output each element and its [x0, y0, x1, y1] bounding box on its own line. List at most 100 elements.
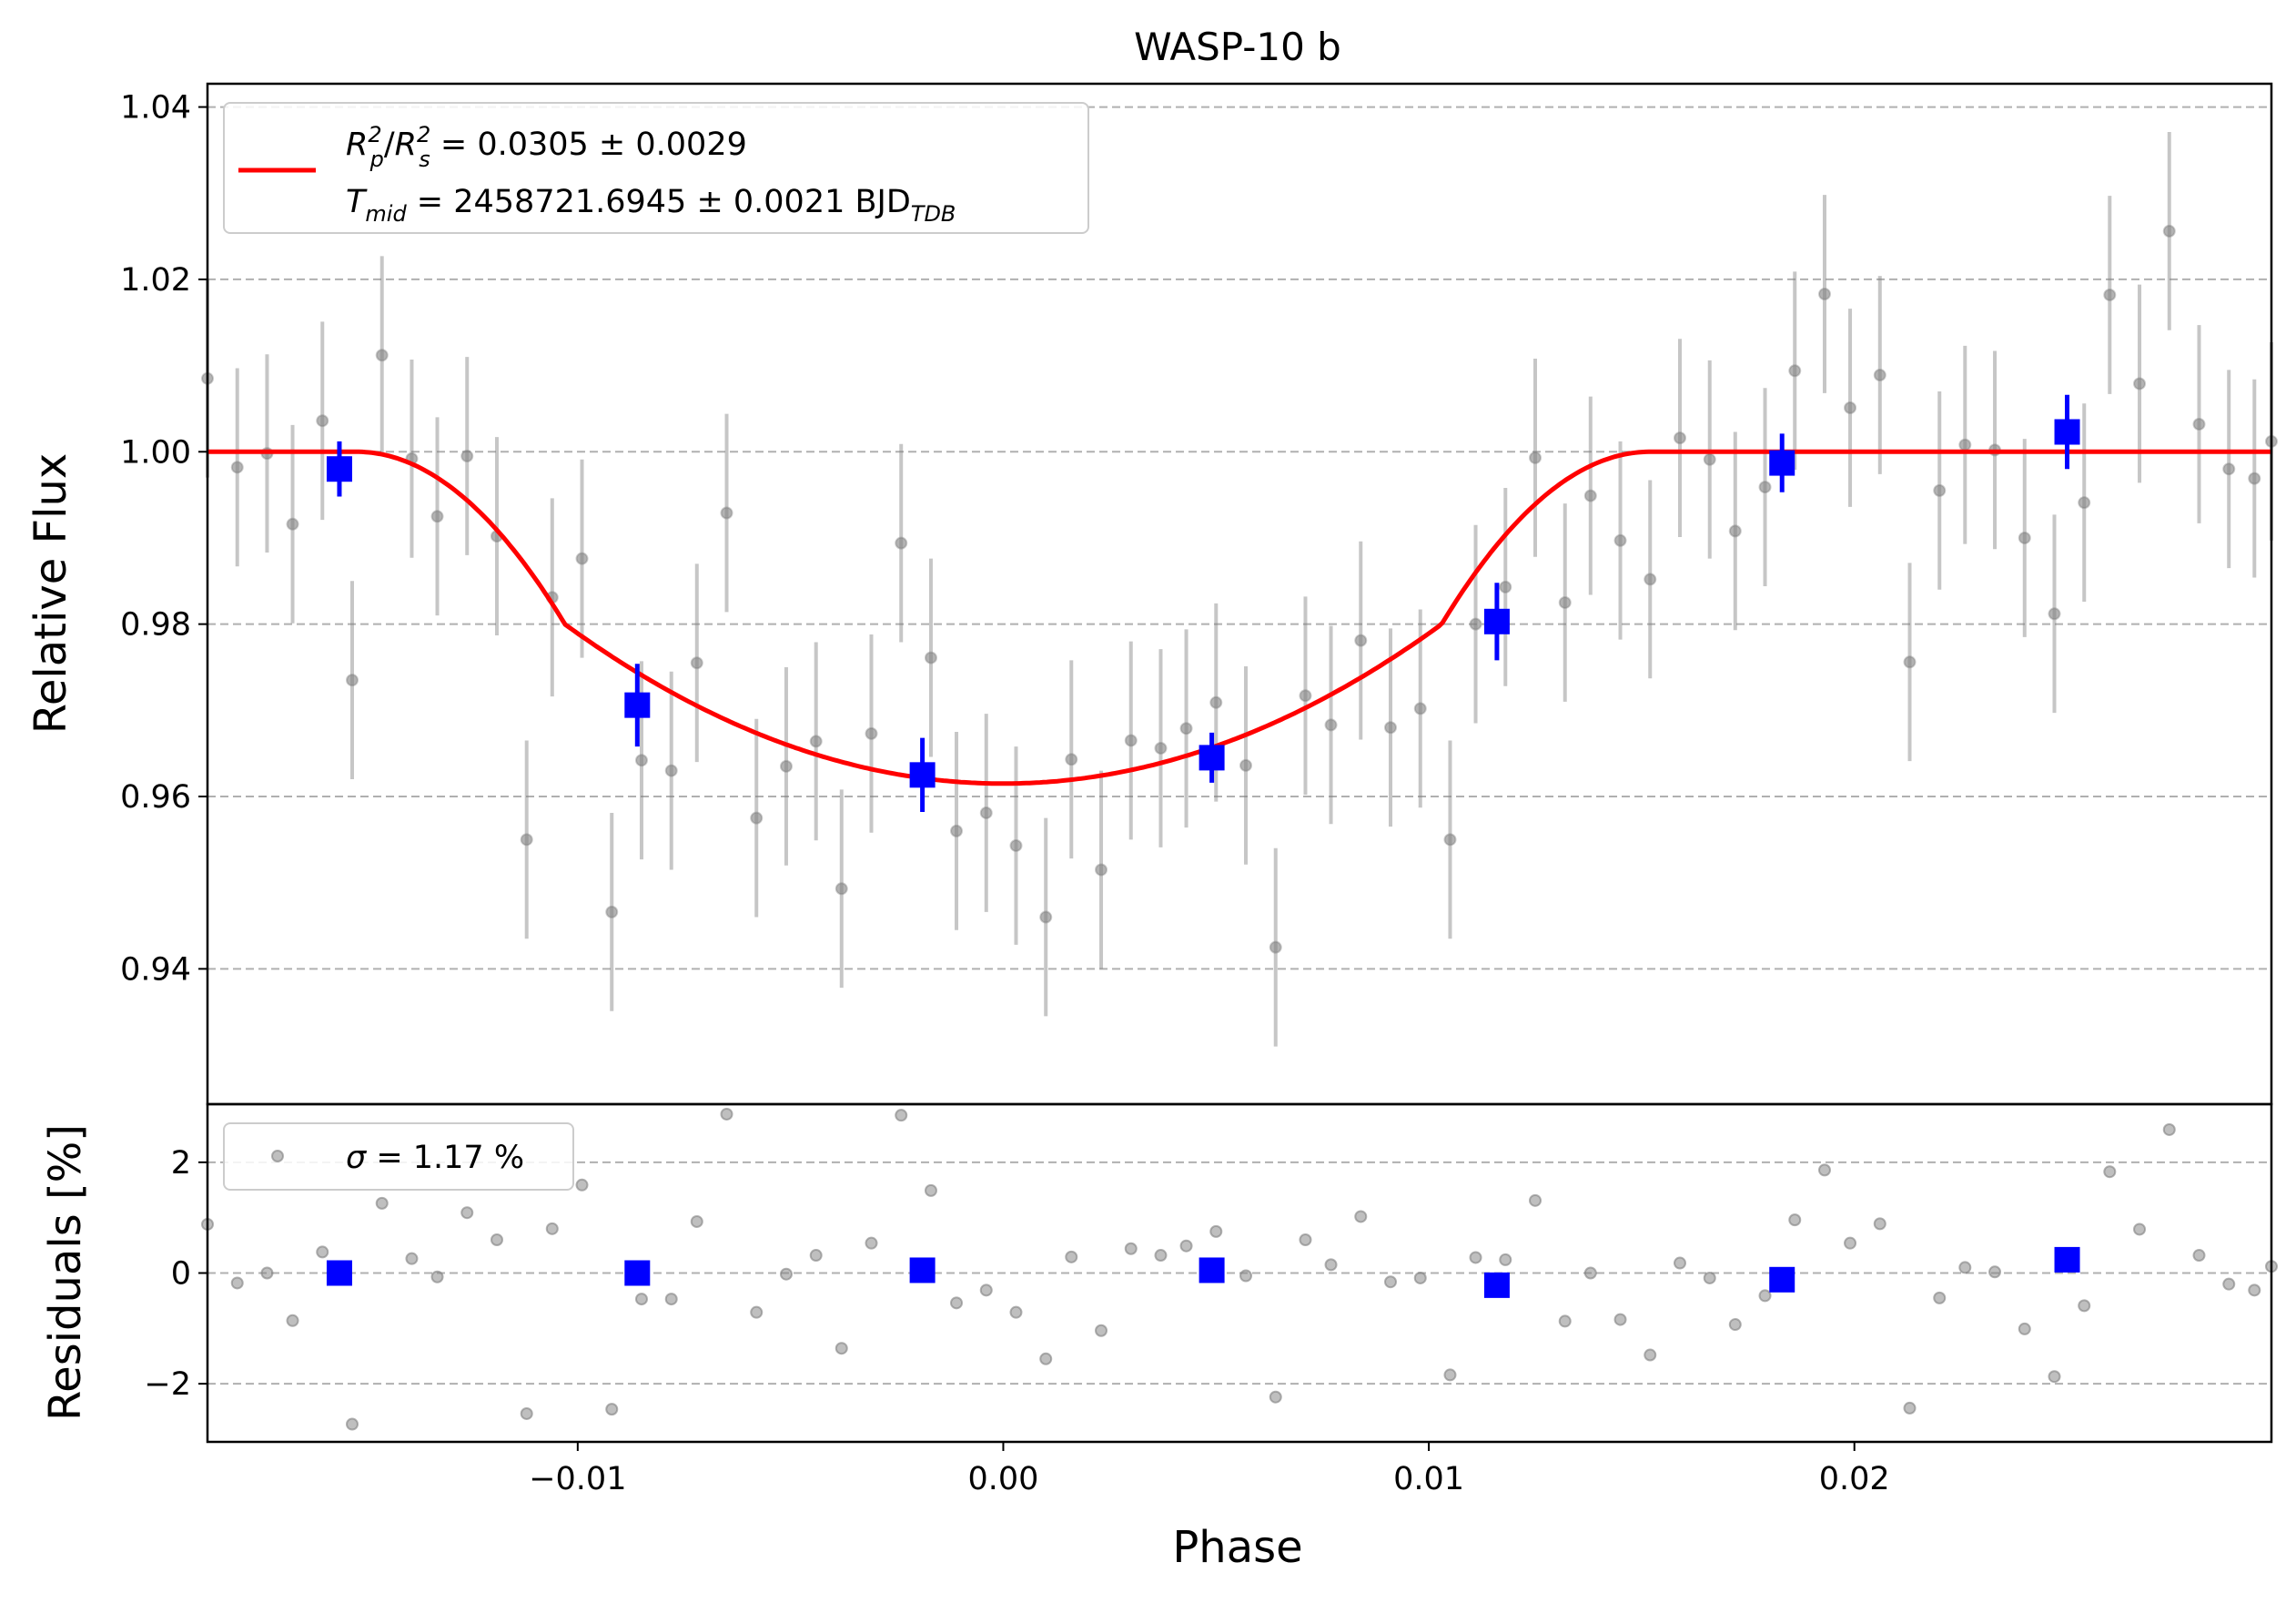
data-point: [1299, 596, 1312, 796]
data-point: [1644, 480, 1657, 679]
residual-marker: [605, 1403, 619, 1416]
data-marker: [690, 656, 703, 670]
bottom-gridlines: [207, 1161, 2271, 1385]
residual-marker: [1558, 1314, 1572, 1328]
data-point: [1095, 770, 1108, 969]
data-point: [520, 740, 533, 939]
residual-marker: [1758, 1289, 1772, 1303]
data-marker: [865, 726, 878, 740]
legend-sigma-text: σ = 1.17 %: [346, 1140, 524, 1176]
residual-marker: [1529, 1193, 1542, 1207]
bottom-y-tick-label: 2: [171, 1145, 191, 1182]
residual-marker: [1124, 1242, 1138, 1255]
residual-marker: [375, 1196, 389, 1210]
data-point: [1788, 271, 1802, 471]
data-point: [1613, 441, 1627, 640]
data-marker: [1239, 758, 1253, 772]
residual-marker: [490, 1233, 503, 1247]
residual-binned-points: [326, 1246, 2080, 1298]
residual-marker: [1988, 1265, 2002, 1279]
legend-tmid-text: Tmid = 2458721.6945 ± 0.0021 BJDTDB: [346, 184, 956, 227]
residual-binned-marker: [1769, 1266, 1795, 1293]
data-point: [1558, 503, 1572, 702]
residual-marker: [230, 1276, 244, 1290]
data-point: [2248, 379, 2261, 578]
residual-marker: [634, 1293, 648, 1306]
residual-marker: [1613, 1313, 1627, 1326]
residual-binned-marker: [1483, 1272, 1510, 1298]
data-marker: [605, 905, 619, 918]
residual-marker: [979, 1283, 993, 1297]
data-marker: [1095, 863, 1108, 877]
data-point: [1703, 360, 1716, 559]
bottom-legend: σ = 1.17 %: [223, 1122, 574, 1191]
data-marker: [779, 759, 793, 773]
data-marker: [1065, 753, 1078, 766]
residual-marker: [1644, 1348, 1657, 1362]
data-point: [1154, 649, 1168, 847]
residual-marker: [1324, 1258, 1338, 1272]
residual-marker: [2222, 1277, 2236, 1291]
binned-point: [1769, 433, 1795, 492]
data-marker: [2248, 472, 2261, 485]
data-marker: [575, 552, 589, 565]
residual-marker: [260, 1266, 274, 1280]
bottom-legend-box: [223, 1122, 574, 1191]
residual-marker: [1903, 1401, 1917, 1415]
data-point: [1673, 339, 1686, 538]
data-marker: [1384, 721, 1398, 735]
data-point: [430, 417, 444, 616]
data-marker: [1558, 595, 1572, 609]
data-point: [605, 812, 619, 1011]
data-point: [1239, 666, 1253, 865]
data-point: [979, 714, 993, 912]
data-marker: [2192, 417, 2206, 431]
top-y-tick-label: 1.04: [120, 90, 191, 127]
residual-binned-marker: [2054, 1246, 2080, 1273]
legend-depth-r1: R: [346, 127, 368, 163]
transit-model-line: [207, 449, 2271, 786]
data-point: [1499, 488, 1512, 686]
data-marker: [664, 764, 678, 777]
residual-binned-marker: [624, 1260, 651, 1286]
data-marker: [1817, 288, 1831, 301]
data-marker: [375, 349, 389, 362]
data-point: [664, 671, 678, 870]
residual-marker: [316, 1245, 329, 1259]
bottom-y-ticks: −2 0 2: [144, 1145, 207, 1403]
data-point: [1873, 276, 1886, 474]
residual-marker: [1499, 1253, 1512, 1266]
y-axis-label-top: Relative Flux: [25, 453, 76, 735]
bottom-y-tick-label: −2: [144, 1366, 191, 1403]
residual-marker: [779, 1267, 793, 1281]
data-point: [2018, 439, 2031, 637]
residual-marker: [664, 1293, 678, 1306]
data-point: [1324, 625, 1338, 825]
binned-marker: [1483, 608, 1510, 634]
residual-marker: [895, 1109, 908, 1122]
bottom-legend-marker: [271, 1150, 284, 1162]
data-point: [1958, 345, 1972, 544]
data-point: [1903, 563, 1917, 762]
residual-marker: [345, 1417, 359, 1431]
residual-marker: [1958, 1261, 1972, 1274]
residual-marker: [2078, 1299, 2091, 1313]
data-marker: [2222, 462, 2236, 476]
data-marker: [1209, 695, 1223, 709]
data-point: [2222, 370, 2236, 569]
residual-marker: [460, 1206, 474, 1220]
binned-point: [909, 737, 936, 813]
x-axis-label: Phase: [1172, 1522, 1302, 1573]
data-point: [1354, 541, 1368, 740]
residual-marker: [720, 1107, 733, 1121]
top-y-tick-label: 1.00: [120, 434, 191, 471]
residual-marker: [2162, 1122, 2176, 1136]
data-marker: [1499, 580, 1512, 594]
data-marker: [316, 414, 329, 428]
data-point: [2162, 132, 2176, 330]
data-point: [950, 731, 964, 930]
legend-depth-text: R2 p/R2 s = 0.0305 ± 0.0029: [346, 122, 747, 172]
top-y-ticks: 0.94 0.96 0.98 1.00 1.02 1.04: [120, 90, 207, 988]
data-marker: [286, 517, 299, 531]
